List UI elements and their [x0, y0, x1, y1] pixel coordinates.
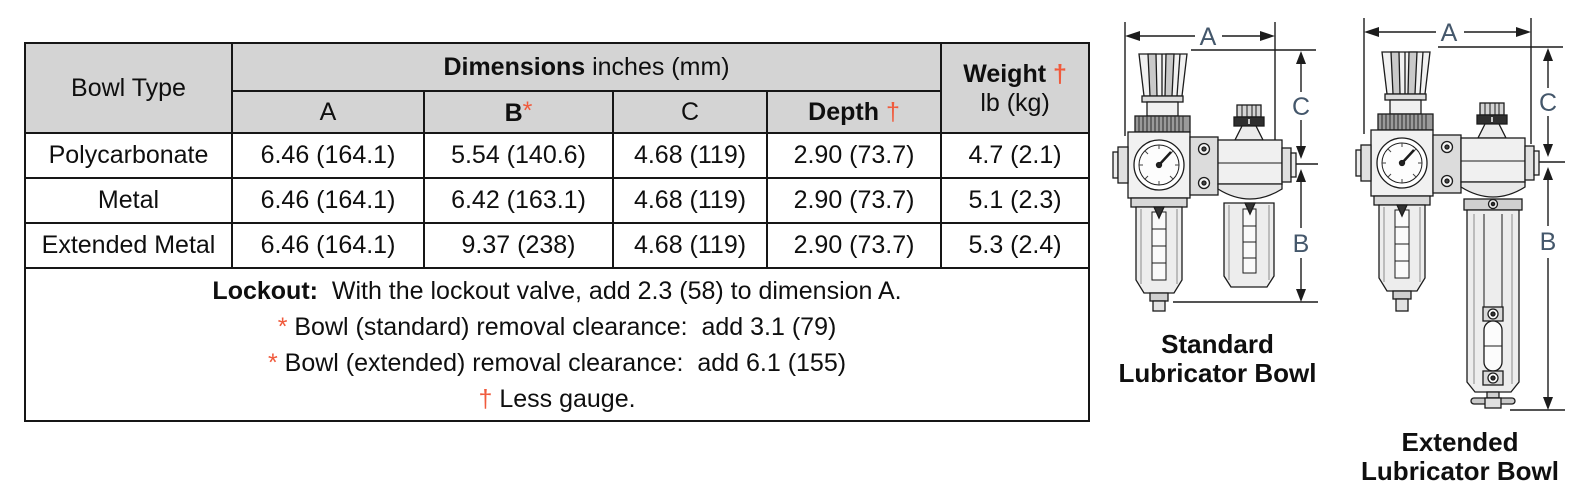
dim-b-label: B: [1540, 228, 1557, 256]
lubricator-unit: [1217, 104, 1297, 288]
header-dimensions: Dimensions inches (mm): [230, 42, 943, 92]
cell-c: 4.68 (119): [612, 222, 768, 269]
cell-bowl-type: Extended Metal: [24, 222, 233, 269]
cell-c: 4.68 (119): [612, 177, 768, 224]
cell-a: 6.46 (164.1): [231, 177, 425, 224]
sight-glass: [1482, 306, 1504, 386]
standard-clearance-note: * Bowl (standard) removal clearance: add…: [277, 312, 837, 341]
header-bowl-type: Bowl Type: [24, 42, 233, 134]
connector-block: [1189, 136, 1219, 196]
dimension-lines: [1363, 18, 1565, 411]
dim-c-label: C: [1292, 93, 1310, 121]
pressure-gauge: [1376, 137, 1428, 189]
header-col-b: B*: [423, 90, 614, 134]
table-row-polycarbonate: Polycarbonate 6.46 (164.1) 5.54 (140.6) …: [24, 132, 1091, 179]
cell-b: 5.54 (140.6): [423, 132, 614, 179]
cell-depth: 2.90 (73.7): [765, 177, 943, 224]
dim-c-label: C: [1539, 89, 1557, 117]
extended-lubricator-diagram: A C B: [1355, 18, 1565, 411]
cell-bowl-type: Polycarbonate: [24, 132, 233, 179]
extended-clearance-note: * Bowl (extended) removal clearance: add…: [267, 348, 847, 377]
less-gauge-note: † Less gauge.: [478, 384, 636, 413]
drain-fitting: [1149, 292, 1169, 302]
standard-lubricator-diagram: A C B: [1112, 22, 1318, 312]
dimension-arrowheads: [1364, 27, 1553, 410]
cell-a: 6.46 (164.1): [231, 132, 425, 179]
cell-weight: 5.3 (2.4): [940, 222, 1091, 269]
header-col-a: A: [231, 90, 425, 134]
footnotes: Lockout: With the lockout valve, add 2.3…: [23, 267, 1091, 422]
standard-diagram-caption: Standard Lubricator Bowl: [1118, 329, 1317, 388]
cell-c: 4.68 (119): [612, 132, 768, 179]
lubricator-unit-extended: [1460, 102, 1540, 409]
dim-b-label: B: [1293, 230, 1310, 258]
table-row-metal: Metal 6.46 (164.1) 6.42 (163.1) 4.68 (11…: [24, 177, 1091, 224]
header-weight: Weight † lb (kg): [940, 42, 1091, 134]
cell-a: 6.46 (164.1): [231, 222, 425, 269]
drain-fitting: [1392, 290, 1412, 300]
extended-bowl: [1466, 209, 1520, 393]
dim-a-label: A: [1441, 19, 1458, 47]
connector-block: [1432, 134, 1462, 194]
cell-depth: 2.90 (73.7): [765, 222, 943, 269]
cell-depth: 2.90 (73.7): [765, 132, 943, 179]
header-col-c: C: [612, 90, 768, 134]
dimension-arrowheads: [1125, 31, 1306, 302]
cell-weight: 4.7 (2.1): [940, 132, 1091, 179]
header-col-depth: Depth †: [765, 90, 943, 134]
cell-bowl-type: Metal: [24, 177, 233, 224]
extended-diagram-caption: Extended Lubricator Bowl: [1361, 427, 1559, 485]
extended-drain-fitting: [1470, 391, 1516, 409]
cell-weight: 5.1 (2.3): [940, 177, 1091, 224]
lockout-note: Lockout: With the lockout valve, add 2.3…: [212, 276, 902, 305]
dim-a-label: A: [1200, 23, 1217, 51]
regulator-unit: [1355, 51, 1434, 312]
regulator-unit: [1112, 53, 1191, 312]
dimensions-table: Bowl Type Dimensions inches (mm) Weight …: [23, 42, 1091, 422]
pressure-gauge: [1133, 139, 1185, 191]
table-row-extended-metal: Extended Metal 6.46 (164.1) 9.37 (238) 4…: [24, 222, 1091, 269]
weight-units: lb (kg): [980, 89, 1050, 117]
cell-b: 6.42 (163.1): [423, 177, 614, 224]
cell-b: 9.37 (238): [423, 222, 614, 269]
